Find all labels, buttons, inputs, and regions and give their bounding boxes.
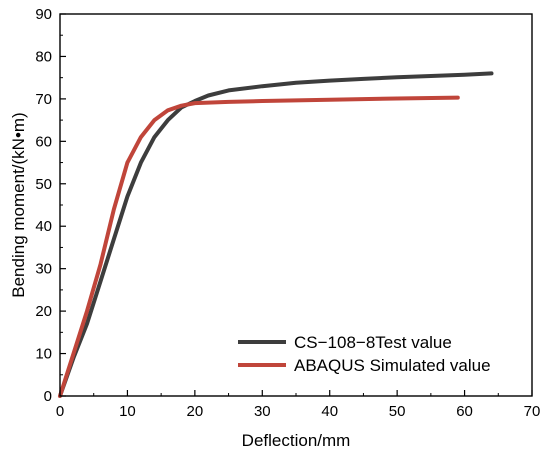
x-tick-label: 60 <box>456 403 473 420</box>
x-tick-label: 70 <box>524 403 541 420</box>
y-tick-label: 0 <box>44 388 52 405</box>
x-tick-label: 40 <box>321 403 338 420</box>
series-line-test <box>58 71 494 398</box>
x-tick-label: 30 <box>254 403 271 420</box>
x-tick-label: 20 <box>187 403 204 420</box>
x-tick-label: 0 <box>56 403 64 420</box>
y-tick-label: 60 <box>35 133 52 150</box>
series-line-simulated <box>58 95 460 398</box>
y-tick-label: 10 <box>35 346 52 363</box>
y-tick-label: 30 <box>35 261 52 278</box>
legend-label-simulated: ABAQUS Simulated value <box>294 356 491 375</box>
series-layer <box>58 71 494 398</box>
x-tick-label: 50 <box>389 403 406 420</box>
legend: CS−108−8Test value ABAQUS Simulated valu… <box>238 333 491 375</box>
y-tick-label: 90 <box>35 6 52 23</box>
y-tick-label: 70 <box>35 91 52 108</box>
x-axis-title: Deflection/mm <box>242 431 351 450</box>
plot-frame <box>59 13 533 397</box>
y-tick-label: 50 <box>35 176 52 193</box>
y-tick-label: 80 <box>35 48 52 65</box>
y-tick-label: 40 <box>35 218 52 235</box>
y-tick-label: 20 <box>35 303 52 320</box>
legend-label-test: CS−108−8Test value <box>294 333 452 352</box>
ticks-layer: 0 10 20 30 40 50 60 70 0 10 20 30 40 50 60 70 80 90 <box>35 6 540 420</box>
y-axis-title: Bending moment/(kN•m) <box>9 112 28 297</box>
x-tick-label: 10 <box>119 403 136 420</box>
